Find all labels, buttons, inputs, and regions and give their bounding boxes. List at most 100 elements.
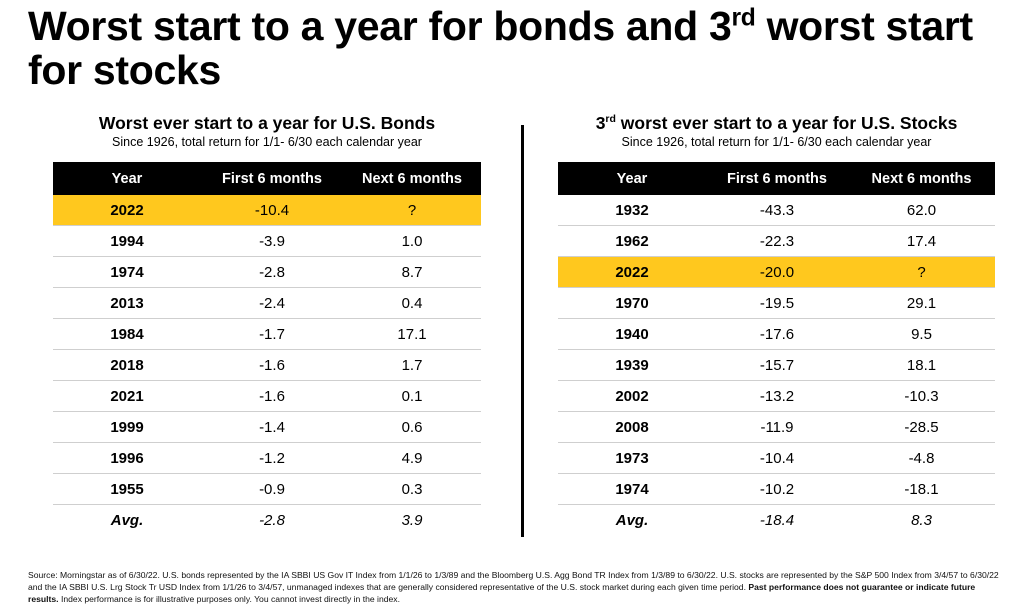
first-6-months-cell: -1.7 xyxy=(201,318,343,350)
header-year: Year xyxy=(558,162,706,195)
first-6-months-cell: -1.6 xyxy=(201,380,343,412)
first-6-months-cell: -11.9 xyxy=(706,411,848,443)
next-6-months-cell: 0.6 xyxy=(343,411,481,443)
next-6-months-cell: 8.3 xyxy=(911,511,932,529)
year-cell: 1974 xyxy=(558,473,706,505)
page-title: Worst start to a year for bonds and 3rd … xyxy=(28,3,973,93)
next-6-months-cell: 0.3 xyxy=(343,473,481,505)
first-6-months-cell: -2.8 xyxy=(259,511,285,529)
first-6-months-cell: -43.3 xyxy=(706,195,848,226)
bonds-table: Year First 6 months Next 6 months 2022 -1… xyxy=(53,162,481,535)
next-6-months-cell: 9.5 xyxy=(848,318,995,350)
stocks-header-row: Year First 6 months Next 6 months xyxy=(558,162,995,195)
next-6-months-cell: -4.8 xyxy=(848,442,995,474)
header-first-6-months: First 6 months xyxy=(201,162,343,195)
stocks-panel: 3rd worst ever start to a year for U.S. … xyxy=(558,112,995,535)
source-footnote: Source: Morningstar as of 6/30/22. U.S. … xyxy=(28,570,999,604)
table-row: 1984 -1.7 17.1 xyxy=(53,318,481,350)
table-row: 1999 -1.4 0.6 xyxy=(53,411,481,443)
table-row: 1996 -1.2 4.9 xyxy=(53,442,481,474)
first-6-months-cell: -1.2 xyxy=(201,442,343,474)
table-row: 1973 -10.4 -4.8 xyxy=(558,442,995,474)
year-cell: 1940 xyxy=(558,318,706,350)
first-6-months-cell: -3.9 xyxy=(201,225,343,257)
next-6-months-cell: 1.0 xyxy=(343,225,481,257)
table-row: 1970 -19.5 29.1 xyxy=(558,287,995,319)
table-row: 1994 -3.9 1.0 xyxy=(53,225,481,257)
stocks-table: Year First 6 months Next 6 months 1932 -4… xyxy=(558,162,995,535)
first-6-months-cell: -10.4 xyxy=(201,195,343,226)
next-6-months-cell: 8.7 xyxy=(343,256,481,288)
table-row: 1962 -22.3 17.4 xyxy=(558,225,995,257)
first-6-months-cell: -2.4 xyxy=(201,287,343,319)
next-6-months-cell: 17.1 xyxy=(343,318,481,350)
year-cell: 1973 xyxy=(558,442,706,474)
first-6-months-cell: -20.0 xyxy=(706,256,848,288)
first-6-months-cell: -13.2 xyxy=(706,380,848,412)
average-row: Avg. -18.4 8.3 xyxy=(558,505,995,536)
year-cell: 2022 xyxy=(558,256,706,288)
next-6-months-cell: 1.7 xyxy=(343,349,481,381)
average-row: Avg. -2.8 3.9 xyxy=(53,505,481,536)
year-cell: 1962 xyxy=(558,225,706,257)
first-6-months-cell: -22.3 xyxy=(706,225,848,257)
next-6-months-cell: ? xyxy=(848,256,995,288)
year-cell: 1932 xyxy=(558,195,706,226)
table-row: 2008 -11.9 -28.5 xyxy=(558,411,995,443)
year-cell: 2008 xyxy=(558,411,706,443)
year-cell: 1994 xyxy=(53,225,201,257)
table-row: 1974 -10.2 -18.1 xyxy=(558,473,995,505)
first-6-months-cell: -1.6 xyxy=(201,349,343,381)
year-cell: 1999 xyxy=(53,411,201,443)
year-cell: 1939 xyxy=(558,349,706,381)
next-6-months-cell: 4.9 xyxy=(343,442,481,474)
first-6-months-cell: -10.2 xyxy=(706,473,848,505)
next-6-months-cell: -10.3 xyxy=(848,380,995,412)
first-6-months-cell: -10.4 xyxy=(706,442,848,474)
first-6-months-cell: -0.9 xyxy=(201,473,343,505)
table-row: 2021 -1.6 0.1 xyxy=(53,380,481,412)
first-6-months-cell: -18.4 xyxy=(759,511,795,529)
next-6-months-cell: 29.1 xyxy=(848,287,995,319)
first-6-months-cell: -1.4 xyxy=(201,411,343,443)
table-row: 1940 -17.6 9.5 xyxy=(558,318,995,350)
stocks-table-title: 3rd worst ever start to a year for U.S. … xyxy=(595,113,958,133)
next-6-months-cell: 17.4 xyxy=(848,225,995,257)
year-cell: 1974 xyxy=(53,256,201,288)
year-cell: 1984 xyxy=(53,318,201,350)
year-cell: 2013 xyxy=(53,287,201,319)
next-6-months-cell: 3.9 xyxy=(401,511,423,529)
year-cell: 2021 xyxy=(53,380,201,412)
next-6-months-cell: 0.4 xyxy=(343,287,481,319)
year-cell: 2018 xyxy=(53,349,201,381)
next-6-months-cell: 0.1 xyxy=(343,380,481,412)
next-6-months-cell: -28.5 xyxy=(848,411,995,443)
header-next-6-months: Next 6 months xyxy=(343,162,481,195)
first-6-months-cell: -2.8 xyxy=(201,256,343,288)
next-6-months-cell: 18.1 xyxy=(848,349,995,381)
panel-divider xyxy=(521,125,524,537)
year-cell: 1970 xyxy=(558,287,706,319)
first-6-months-cell: -19.5 xyxy=(706,287,848,319)
table-row: 1974 -2.8 8.7 xyxy=(53,256,481,288)
header-year: Year xyxy=(53,162,201,195)
table-row: 1939 -15.7 18.1 xyxy=(558,349,995,381)
header-first-6-months: First 6 months xyxy=(706,162,848,195)
stocks-table-subtitle: Since 1926, total return for 1/1- 6/30 e… xyxy=(621,135,932,149)
header-next-6-months: Next 6 months xyxy=(848,162,995,195)
next-6-months-cell: -18.1 xyxy=(848,473,995,505)
year-cell: 2022 xyxy=(53,195,201,226)
first-6-months-cell: -17.6 xyxy=(706,318,848,350)
year-cell: Avg. xyxy=(615,511,649,529)
year-cell: 2002 xyxy=(558,380,706,412)
next-6-months-cell: ? xyxy=(343,195,481,226)
bonds-panel: Worst ever start to a year for U.S. Bond… xyxy=(53,112,481,535)
year-cell: 1996 xyxy=(53,442,201,474)
year-cell: 1955 xyxy=(53,473,201,505)
table-row: 2022 -20.0? xyxy=(558,256,995,288)
table-row: 2002 -13.2 -10.3 xyxy=(558,380,995,412)
table-row: 2022 -10.4? xyxy=(53,195,481,226)
bonds-table-subtitle: Since 1926, total return for 1/1- 6/30 e… xyxy=(112,135,422,149)
table-row: 1955 -0.9 0.3 xyxy=(53,473,481,505)
first-6-months-cell: -15.7 xyxy=(706,349,848,381)
